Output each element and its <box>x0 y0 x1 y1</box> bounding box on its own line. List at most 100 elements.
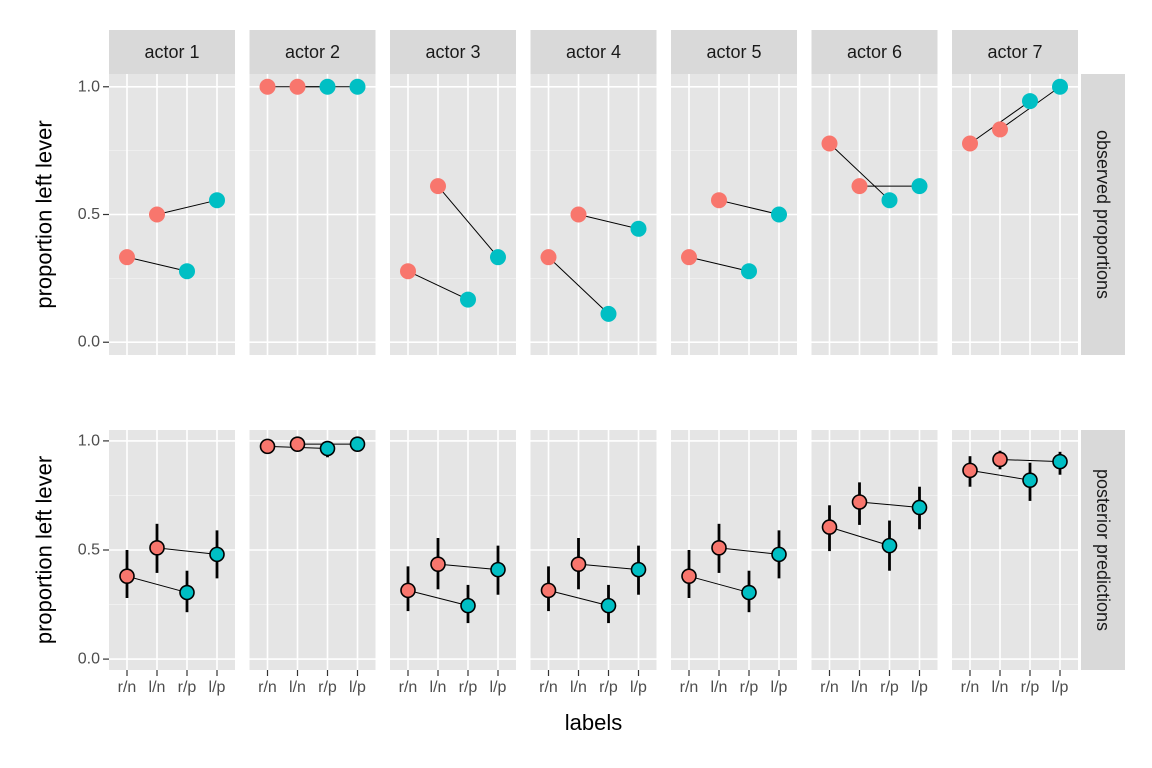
column-strip <box>390 30 516 74</box>
observed-point <box>771 206 787 223</box>
x-tick-label: l/p <box>490 679 507 696</box>
x-tick-label: r/p <box>599 679 618 696</box>
facet-panel <box>530 74 657 355</box>
x-tick-label: l/n <box>430 679 447 696</box>
connector-line <box>829 143 890 201</box>
predicted-point <box>1022 472 1038 488</box>
observed-point <box>540 249 557 266</box>
row-strip <box>1081 74 1125 355</box>
column-strip <box>952 30 1078 74</box>
column-strip-label: actor 3 <box>425 42 480 62</box>
observed-point <box>349 78 366 95</box>
x-tick-label: l/p <box>1052 679 1069 696</box>
observed-point <box>992 121 1008 138</box>
observed-point <box>119 249 135 266</box>
x-tick-label: l/p <box>349 679 366 696</box>
predicted-point <box>992 451 1008 468</box>
observed-point <box>430 178 446 195</box>
x-tick-label: l/n <box>289 679 306 696</box>
predicted-point <box>962 462 978 479</box>
connector-line <box>859 501 920 508</box>
predicted-point <box>681 568 697 584</box>
x-tick-label: l/n <box>851 679 868 696</box>
observed-point <box>630 220 647 237</box>
observed-point <box>851 178 868 195</box>
x-tick-label: r/p <box>459 679 478 696</box>
facet-panel <box>390 74 516 355</box>
facet-panel <box>249 74 376 355</box>
predicted-point <box>851 494 868 510</box>
observed-point <box>711 192 727 209</box>
connector-line <box>688 575 750 594</box>
y-axis-title: proportion left lever <box>32 456 57 644</box>
row-strip <box>1081 430 1125 670</box>
connector-line <box>969 469 1031 481</box>
predicted-point <box>630 561 647 578</box>
connector-line <box>156 199 218 215</box>
x-tick-label: r/p <box>178 679 197 696</box>
observed-point <box>209 192 225 209</box>
x-tick-label: l/n <box>992 679 1009 696</box>
x-tick-label: r/n <box>118 679 137 696</box>
y-tick-label: 1.0 <box>78 432 100 449</box>
x-tick-label: r/p <box>740 679 759 696</box>
observed-point <box>600 305 617 322</box>
column-strip-label: actor 6 <box>847 42 902 62</box>
observed-point <box>1052 78 1068 95</box>
predicted-point <box>460 597 476 614</box>
column-strip <box>249 30 376 74</box>
x-tick-label: l/n <box>149 679 166 696</box>
observed-point <box>881 192 898 209</box>
x-tick-label: r/p <box>1021 679 1040 696</box>
facet-panel <box>109 430 235 670</box>
y-tick-label: 0.5 <box>78 206 100 223</box>
connector-line <box>829 526 890 547</box>
x-tick-label: r/n <box>680 679 699 696</box>
predicted-point <box>490 561 506 578</box>
connector-line <box>407 589 469 607</box>
facet-panel <box>109 74 235 355</box>
x-tick-label: l/p <box>630 679 647 696</box>
column-strip-label: actor 4 <box>566 42 621 62</box>
observed-point <box>289 78 306 95</box>
column-strip-label: actor 7 <box>987 42 1042 62</box>
predicted-point <box>400 582 416 599</box>
connector-line <box>407 270 469 301</box>
predicted-point <box>179 584 195 601</box>
connector-line <box>437 185 499 258</box>
connector-line <box>578 563 639 571</box>
column-strip <box>671 30 797 74</box>
x-tick-label: r/n <box>258 679 277 696</box>
observed-point <box>319 78 336 95</box>
x-tick-label: r/n <box>539 679 558 696</box>
observed-point <box>911 178 928 195</box>
column-strip-label: actor 2 <box>285 42 340 62</box>
column-strip <box>811 30 938 74</box>
row-strip-label: observed proportions <box>1093 130 1113 299</box>
x-tick-label: l/p <box>911 679 928 696</box>
x-tick-label: l/p <box>209 679 226 696</box>
y-tick-label: 0.0 <box>78 651 100 668</box>
predicted-point <box>711 540 727 556</box>
x-tick-label: l/n <box>570 679 587 696</box>
predicted-point <box>821 519 838 535</box>
x-tick-label: r/p <box>880 679 899 696</box>
connector-line <box>548 589 609 607</box>
predicted-point <box>570 556 587 572</box>
predicted-point <box>349 436 366 452</box>
x-tick-label: r/n <box>961 679 980 696</box>
connector-line <box>718 547 780 555</box>
connector-line <box>718 199 780 215</box>
predicted-point <box>1052 453 1068 470</box>
x-tick-label: r/p <box>318 679 337 696</box>
observed-point <box>570 206 587 223</box>
observed-point <box>962 135 978 152</box>
column-strip-label: actor 1 <box>144 42 199 62</box>
y-tick-label: 1.0 <box>78 78 100 95</box>
observed-point <box>490 249 506 266</box>
predicted-point <box>259 438 276 455</box>
x-tick-label: l/p <box>771 679 788 696</box>
observed-point <box>400 263 416 280</box>
predicted-point <box>289 436 306 452</box>
